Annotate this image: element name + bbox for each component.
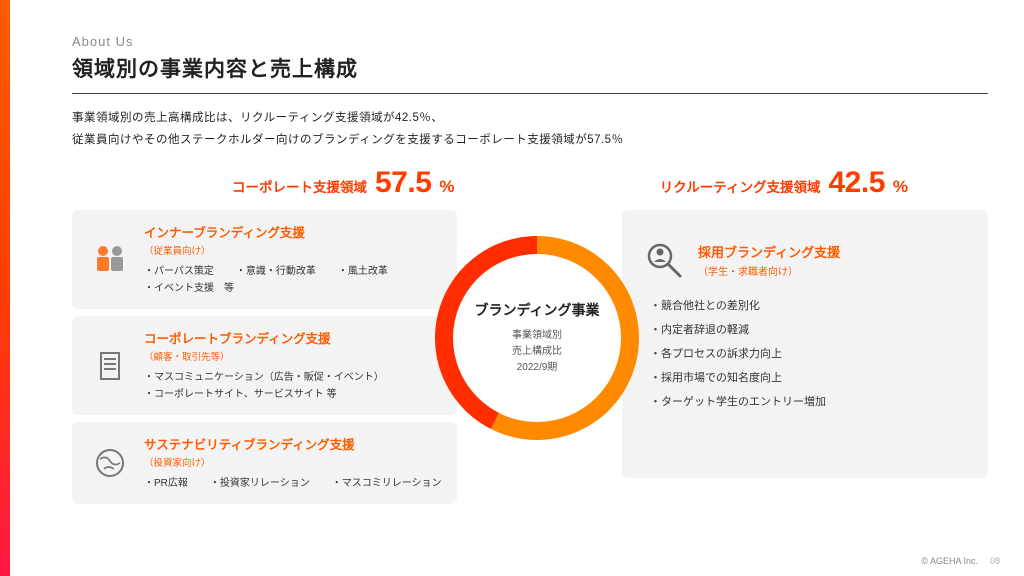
- kpi-corporate: コーポレート支援領域 57.5%: [232, 166, 455, 200]
- bullet: ・意識・行動改革: [236, 263, 316, 280]
- copyright: © AGEHA Inc.: [921, 556, 978, 566]
- left-accent-bar: [0, 0, 10, 576]
- bullet: ・パーパス策定: [144, 263, 214, 280]
- kpi-unit: %: [893, 177, 908, 197]
- card-bullets: ・競合他社との差別化 ・内定者辞退の軽減 ・各プロセスの訴求力向上 ・採用市場で…: [650, 294, 966, 415]
- bullet: ・PR広報: [144, 475, 188, 492]
- card-title: コーポレートブランディング支援: [144, 328, 443, 347]
- donut-ring: ブランディング事業 事業領域別 売上構成比 2022/9期: [435, 236, 639, 440]
- right-card-header: 採用ブランディング支援 （学生・求職者向け）: [644, 240, 966, 280]
- lead-line: 事業領域別の売上高構成比は、リクルーティング支援領域が42.5％、: [72, 108, 988, 130]
- bullet: ・各プロセスの訴求力向上: [650, 342, 966, 366]
- card-subtitle: （投資家向け）: [144, 455, 443, 469]
- donut-sub-line: 2022/9期: [512, 360, 562, 376]
- kpi-unit: %: [439, 177, 454, 197]
- card-title: 採用ブランディング支援: [698, 242, 840, 261]
- pretitle: About Us: [72, 34, 988, 49]
- kpi-row: コーポレート支援領域 57.5% リクルーティング支援領域 42.5%: [232, 166, 908, 200]
- title-rule: [72, 93, 988, 94]
- magnifier-person-icon: [644, 240, 684, 280]
- lead-text: 事業領域別の売上高構成比は、リクルーティング支援領域が42.5％、 従業員向けや…: [72, 108, 988, 152]
- donut-sub: 事業領域別 売上構成比 2022/9期: [512, 328, 562, 376]
- page-title: 領域別の事業内容と売上構成: [72, 53, 988, 83]
- right-column: 採用ブランディング支援 （学生・求職者向け） ・競合他社との差別化 ・内定者辞退…: [622, 210, 988, 504]
- bullet: ・採用市場での知名度向上: [650, 366, 966, 390]
- kpi-label: リクルーティング支援領域: [660, 176, 821, 196]
- donut-sub-line: 売上構成比: [512, 344, 562, 360]
- card-title: インナーブランディング支援: [144, 222, 443, 241]
- bullet: ・マスコミュニケーション（広告・販促・イベント）: [144, 369, 443, 386]
- building-icon: [92, 347, 128, 383]
- people-icon: [92, 241, 128, 277]
- card-recruiting-branding: 採用ブランディング支援 （学生・求職者向け） ・競合他社との差別化 ・内定者辞退…: [622, 210, 988, 478]
- lead-line: 従業員向けやその他ステークホルダー向けのブランディングを支援するコーポレート支援…: [72, 130, 988, 152]
- bullet: ・コーポレートサイト、サービスサイト 等: [144, 386, 443, 403]
- content-columns: インナーブランディング支援 （従業員向け） ・パーパス策定 ・意識・行動改革 ・…: [72, 210, 988, 504]
- globe-icon: [92, 445, 128, 481]
- bullet: ・投資家リレーション: [210, 475, 310, 492]
- left-column: インナーブランディング支援 （従業員向け） ・パーパス策定 ・意識・行動改革 ・…: [72, 210, 457, 504]
- kpi-value: 57.5: [375, 166, 431, 200]
- page-number: 08: [990, 556, 1000, 566]
- card-bullets: ・マスコミュニケーション（広告・販促・イベント） ・コーポレートサイト、サービス…: [144, 369, 443, 403]
- bullet: ・ターゲット学生のエントリー増加: [650, 390, 966, 414]
- card-subtitle: （従業員向け）: [144, 243, 443, 257]
- bullet: ・競合他社との差別化: [650, 294, 966, 318]
- card-bullets: ・PR広報 ・投資家リレーション ・マスコミリレーション: [144, 475, 443, 492]
- kpi-label: コーポレート支援領域: [232, 176, 367, 196]
- card-subtitle: （顧客・取引先等）: [144, 349, 443, 363]
- card-inner-branding: インナーブランディング支援 （従業員向け） ・パーパス策定 ・意識・行動改革 ・…: [72, 210, 457, 309]
- kpi-value: 42.5: [828, 166, 884, 200]
- bullet: ・マスコミリレーション: [332, 475, 442, 492]
- donut-center: ブランディング事業 事業領域別 売上構成比 2022/9期: [453, 254, 621, 422]
- card-bullets: ・パーパス策定 ・意識・行動改革 ・風土改革 ・イベント支援 等: [144, 263, 443, 297]
- donut-chart: ブランディング事業 事業領域別 売上構成比 2022/9期: [435, 236, 639, 440]
- bullet: ・内定者辞退の軽減: [650, 318, 966, 342]
- donut-title: ブランディング事業: [474, 300, 599, 320]
- kpi-recruiting: リクルーティング支援領域 42.5%: [660, 166, 908, 200]
- bullet: ・イベント支援 等: [144, 280, 234, 297]
- card-sustainability-branding: サステナビリティブランディング支援 （投資家向け） ・PR広報 ・投資家リレーシ…: [72, 422, 457, 504]
- bullet: ・風土改革: [338, 263, 388, 280]
- card-corporate-branding: コーポレートブランディング支援 （顧客・取引先等） ・マスコミュニケーション（広…: [72, 316, 457, 415]
- card-title: サステナビリティブランディング支援: [144, 434, 443, 453]
- footer: © AGEHA Inc. 08: [921, 556, 1000, 566]
- page-content: About Us 領域別の事業内容と売上構成 事業領域別の売上高構成比は、リクル…: [72, 34, 988, 556]
- card-subtitle: （学生・求職者向け）: [698, 263, 840, 278]
- donut-sub-line: 事業領域別: [512, 328, 562, 344]
